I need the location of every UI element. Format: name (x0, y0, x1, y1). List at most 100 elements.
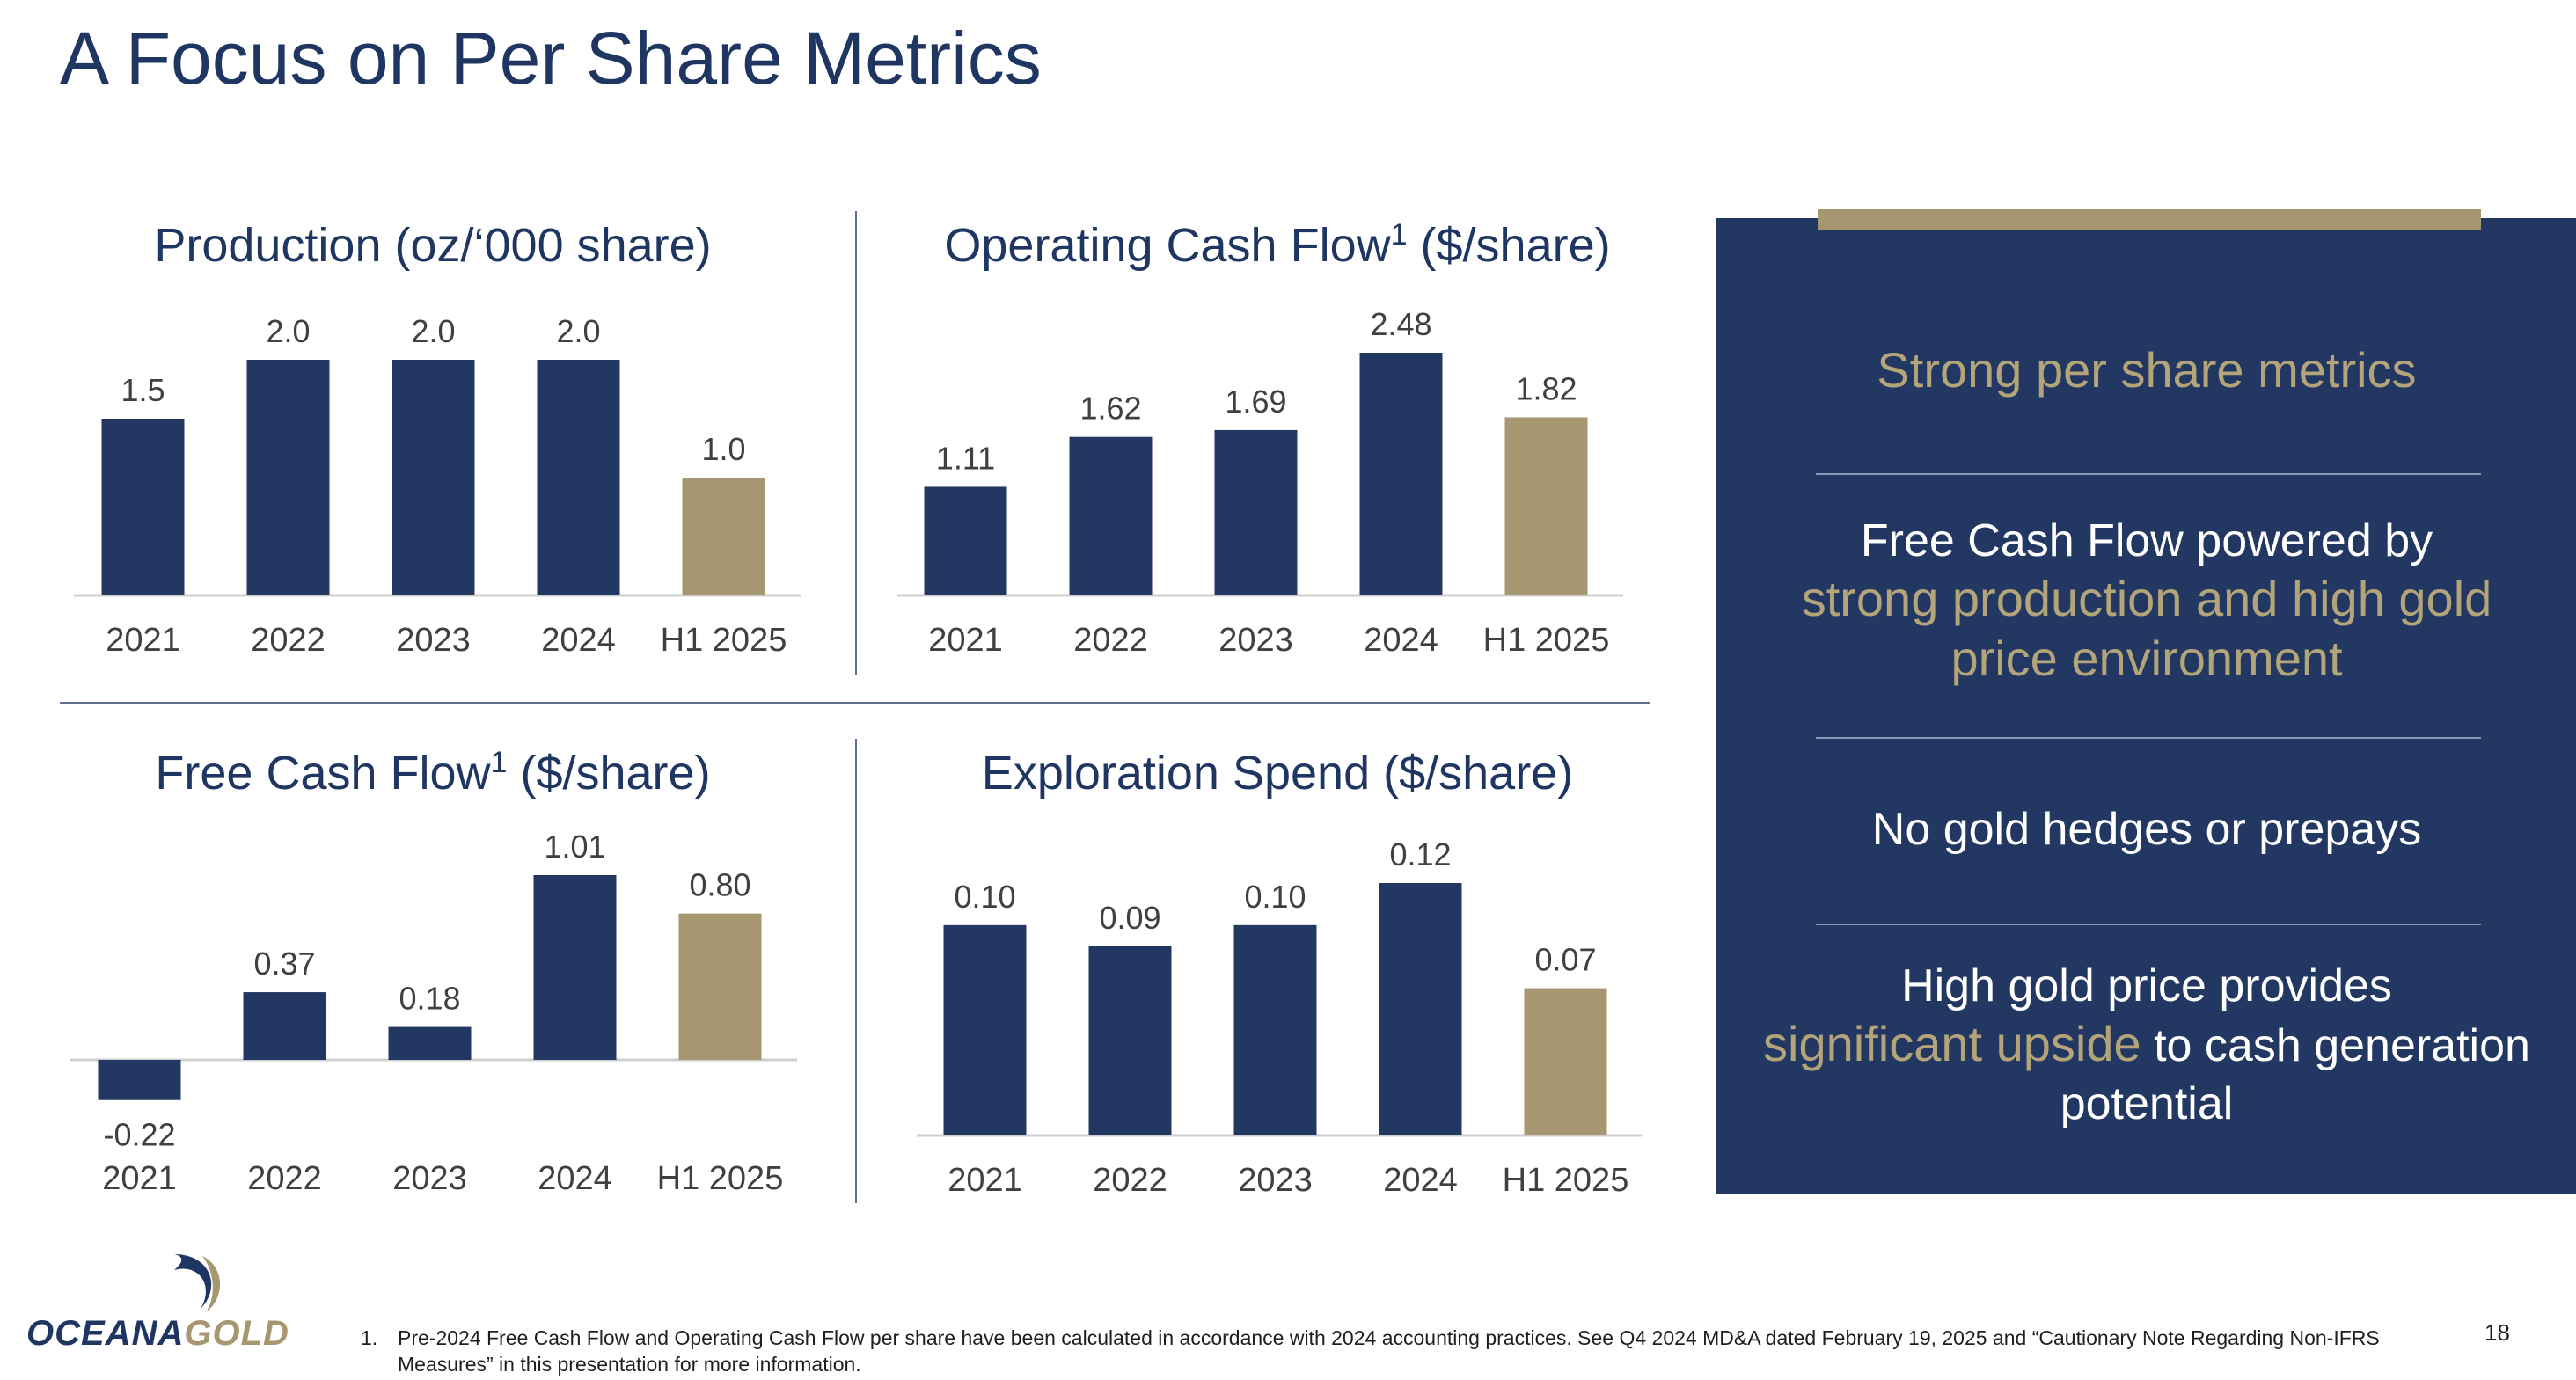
production-title-text: Production (oz/‘000 share) (154, 219, 712, 272)
ocf-bar (1359, 353, 1443, 595)
exploration-category-label: H1 2025 (1503, 1162, 1629, 1199)
panel-point-hedges: No gold hedges or prepays (1871, 804, 2422, 855)
ocf-bar (1069, 436, 1153, 595)
ocf-title-text: Operating Cash Flow (944, 219, 1391, 272)
exploration-bar (1233, 924, 1317, 1135)
production-bar (101, 419, 185, 595)
exploration-bar (1379, 883, 1462, 1135)
ocf-category-label: 2021 (928, 622, 1003, 659)
fcf-bar (98, 1060, 181, 1100)
production-value-label: 2.0 (556, 313, 600, 349)
panel-point-production: Free Cash Flow powered by strong product… (1760, 512, 2534, 690)
logo-emblem-icon (174, 1254, 221, 1312)
logo-wordmark-gold: GOLD (184, 1314, 289, 1353)
panel-rule-3 (1816, 924, 2481, 925)
fcf-category-label: H1 2025 (657, 1160, 784, 1197)
fcf-category-label: 2022 (247, 1160, 322, 1197)
panel-point-upside-tail: to cash generation potential (2060, 1020, 2530, 1129)
exploration-category-label: 2024 (1383, 1162, 1458, 1199)
footnote-text: Pre-2024 Free Cash Flow and Operating Ca… (398, 1326, 2380, 1376)
fcf-title-text: Free Cash Flow (155, 747, 491, 800)
fcf-category-label: 2023 (392, 1160, 467, 1197)
exploration-bar (1088, 946, 1172, 1135)
fcf-value-label: 1.01 (544, 829, 605, 865)
fcf-category-label: 2024 (538, 1160, 612, 1197)
ocf-bar (1504, 417, 1588, 595)
vertical-divider-bottom (855, 739, 857, 1203)
fcf-bar (388, 1026, 472, 1060)
panel-point-upside-highlight: significant upside (1763, 1016, 2141, 1071)
page-title: A Focus on Per Share Metrics (60, 17, 1042, 99)
fcf-value-label: 0.18 (399, 981, 460, 1017)
production-category-label: 2024 (541, 622, 616, 659)
fcf-value-label: 0.37 (253, 946, 315, 982)
fcf-title-footnote-mark: 1 (490, 746, 508, 779)
page-number: 18 (2485, 1319, 2510, 1346)
production-category-label: 2022 (251, 622, 326, 659)
horizontal-divider (60, 702, 1650, 704)
ocf-category-label: 2024 (1364, 622, 1438, 659)
highlights-panel (1716, 218, 2576, 1194)
ocf-category-label: 2023 (1218, 622, 1293, 659)
ocf-category-label: 2022 (1073, 622, 1148, 659)
exploration-value-label: 0.07 (1534, 942, 1596, 978)
panel-accent-bar (1818, 209, 2481, 230)
production-bar (682, 478, 765, 595)
ocf-title-footnote-mark: 1 (1390, 218, 1408, 252)
exploration-bar (943, 924, 1027, 1135)
production-category-label: H1 2025 (661, 622, 787, 659)
fcf-title-unit: ($/share) (507, 747, 711, 800)
production-value-label: 1.5 (121, 372, 165, 408)
ocf-value-label: 1.11 (936, 440, 995, 476)
fcf-chart-title: Free Cash Flow1 ($/share) (155, 746, 710, 800)
ocf-bar (1214, 429, 1298, 595)
fcf-bar (678, 913, 762, 1060)
ocf-category-label: H1 2025 (1483, 622, 1610, 659)
exploration-category-label: 2022 (1093, 1162, 1167, 1199)
exploration-bar (1524, 988, 1607, 1135)
panel-heading: Strong per share metrics (1877, 342, 2417, 398)
exploration-category-label: 2021 (948, 1162, 1022, 1199)
logo-wordmark-ocean: OCEANA (26, 1314, 185, 1353)
production-bar (537, 360, 620, 595)
fcf-bar (533, 875, 617, 1060)
panel-point-production-highlight: strong production and high gold price en… (1801, 571, 2492, 686)
exploration-title-text: Exploration Spend ($/share) (981, 747, 1574, 800)
production-category-label: 2023 (396, 622, 471, 659)
production-value-label: 1.0 (701, 431, 745, 467)
panel-point-upside: High gold price provides significant ups… (1760, 957, 2534, 1133)
exploration-chart-title: Exploration Spend ($/share) (982, 746, 1573, 800)
production-value-label: 2.0 (411, 313, 455, 349)
ocf-value-label: 2.48 (1370, 306, 1431, 342)
production-category-label: 2021 (106, 622, 180, 659)
panel-point-upside-lead: High gold price provides (1901, 960, 2392, 1011)
panel-point-production-lead: Free Cash Flow powered by (1860, 515, 2433, 566)
production-bar (392, 360, 475, 595)
panel-rule-2 (1816, 737, 2481, 739)
exploration-value-label: 0.09 (1099, 900, 1160, 936)
ocf-chart-title: Operating Cash Flow1 ($/share) (944, 218, 1610, 273)
exploration-value-label: 0.10 (954, 879, 1015, 915)
oceanagold-logo: OCEANAGOLD (26, 1247, 299, 1362)
ocf-bar (924, 486, 1007, 595)
exploration-value-label: 0.10 (1244, 879, 1306, 915)
ocf-value-label: 1.62 (1079, 391, 1141, 427)
ocf-value-label: 1.69 (1225, 383, 1286, 420)
exploration-category-label: 2023 (1238, 1162, 1313, 1199)
ocf-value-label: 1.82 (1515, 370, 1577, 406)
fcf-value-label: -0.22 (103, 1117, 175, 1153)
fcf-bar (243, 992, 326, 1060)
vertical-divider-top (855, 211, 857, 675)
ocf-title-unit: ($/share) (1407, 219, 1611, 272)
fcf-value-label: 0.80 (689, 867, 750, 903)
fcf-category-label: 2021 (102, 1160, 177, 1197)
panel-rule-1 (1816, 473, 2481, 475)
production-value-label: 2.0 (266, 313, 310, 349)
exploration-value-label: 0.12 (1389, 836, 1451, 873)
logo-wordmark: OCEANAGOLD (26, 1314, 289, 1354)
footnote: 1. Pre-2024 Free Cash Flow and Operating… (361, 1325, 2411, 1377)
footnote-number: 1. (361, 1326, 378, 1349)
production-bar (246, 360, 330, 595)
production-chart-title: Production (oz/‘000 share) (154, 218, 711, 273)
